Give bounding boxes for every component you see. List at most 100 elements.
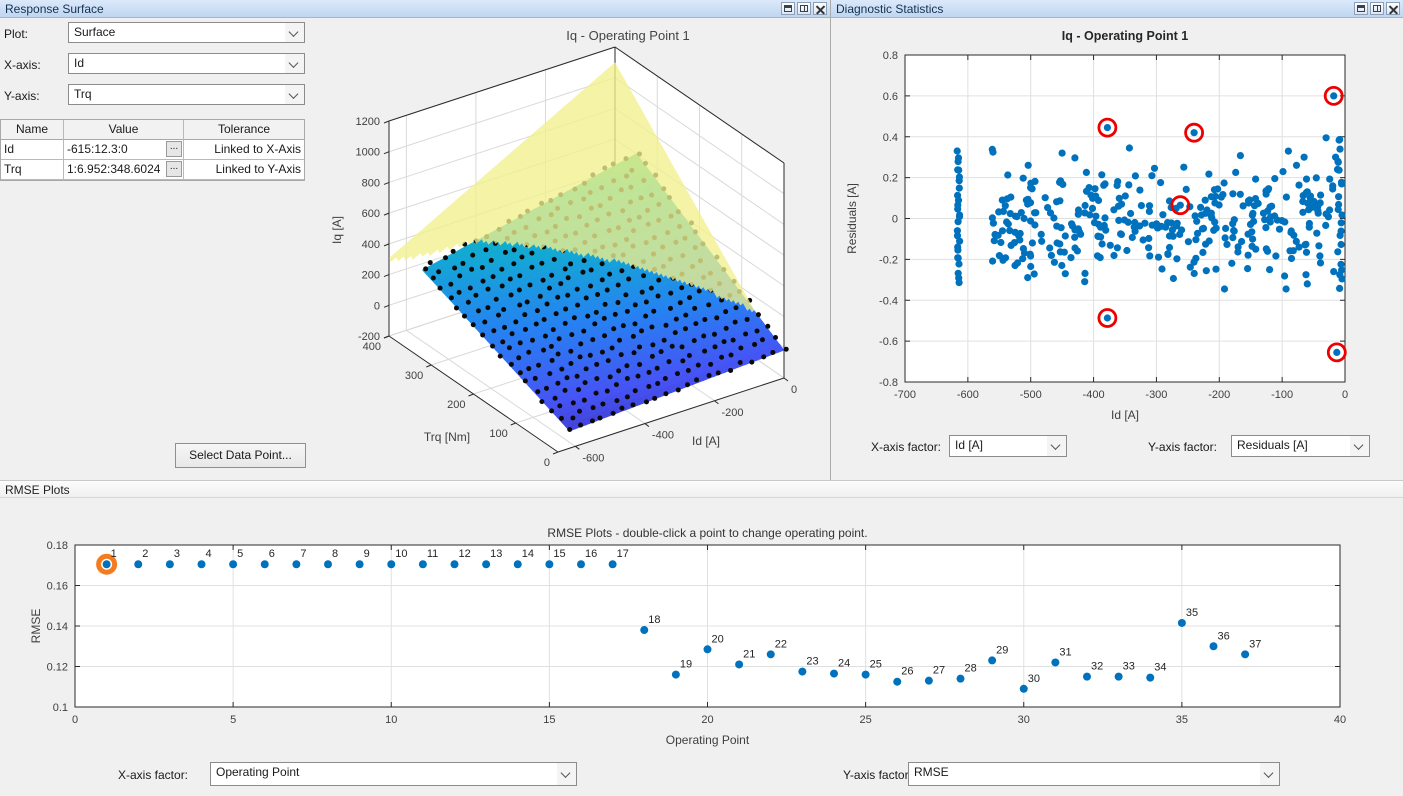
plot-label: Plot: bbox=[4, 27, 29, 41]
select-data-point-button[interactable]: Select Data Point... bbox=[175, 443, 306, 468]
svg-text:20: 20 bbox=[701, 714, 713, 726]
svg-text:200: 200 bbox=[362, 270, 380, 282]
svg-text:15: 15 bbox=[543, 714, 555, 726]
svg-text:34: 34 bbox=[1154, 662, 1166, 674]
plot-select[interactable]: Surface bbox=[68, 22, 305, 43]
response-surface-window-icons bbox=[781, 2, 827, 15]
rmse-x-factor-value: Operating Point bbox=[216, 765, 300, 779]
svg-text:11: 11 bbox=[427, 548, 438, 560]
svg-text:2: 2 bbox=[142, 548, 148, 560]
svg-text:1200: 1200 bbox=[356, 116, 380, 128]
svg-text:RMSE: RMSE bbox=[29, 609, 43, 644]
response-surface-panel-header[interactable]: Response Surface bbox=[0, 0, 830, 18]
svg-text:-0.4: -0.4 bbox=[879, 295, 898, 307]
svg-text:400: 400 bbox=[362, 239, 380, 251]
svg-text:-300: -300 bbox=[1145, 389, 1167, 401]
rmse-x-factor-label: X-axis factor: bbox=[118, 768, 189, 782]
edit-value-button[interactable]: ... bbox=[166, 161, 182, 177]
svg-text:26: 26 bbox=[901, 666, 913, 678]
svg-text:-600: -600 bbox=[957, 389, 979, 401]
diagnostics-panel-title: Diagnostic Statistics bbox=[836, 2, 944, 16]
svg-text:13: 13 bbox=[490, 548, 502, 560]
chevron-down-icon bbox=[1263, 767, 1274, 778]
y-axis-select-value: Trq bbox=[74, 87, 92, 101]
svg-text:-700: -700 bbox=[894, 389, 916, 401]
rmse-scatter-plot[interactable]: 0 5 10 15 20 25 30 35 400.10.120.140.160.18RMSE … bbox=[0, 499, 1403, 757]
svg-text:0: 0 bbox=[72, 714, 78, 726]
rmse-x-factor-select[interactable]: Operating Point bbox=[210, 762, 577, 786]
svg-text:23: 23 bbox=[806, 656, 818, 668]
factor-value-cell[interactable]: -615:12.3:0 ... bbox=[64, 140, 184, 160]
svg-text:19: 19 bbox=[680, 659, 692, 671]
response-surface-3d-plot[interactable]: -200 0 200 400 600 800 1000 1200 0 100 200 300 400 -6… bbox=[308, 18, 829, 480]
svg-text:Id [A]: Id [A] bbox=[692, 434, 720, 448]
svg-text:25: 25 bbox=[860, 714, 872, 726]
svg-text:-0.2: -0.2 bbox=[879, 254, 898, 266]
svg-text:15: 15 bbox=[553, 548, 565, 560]
x-axis-label: X-axis: bbox=[4, 58, 41, 72]
svg-text:1: 1 bbox=[111, 548, 117, 560]
diagnostics-panel-header[interactable]: Diagnostic Statistics bbox=[831, 0, 1403, 18]
svg-text:800: 800 bbox=[362, 177, 380, 189]
x-axis-select-value: Id bbox=[74, 56, 85, 70]
diag-x-factor-select[interactable]: Id [A] bbox=[949, 435, 1067, 457]
col-header-tolerance: Tolerance bbox=[184, 120, 304, 140]
svg-text:33: 33 bbox=[1123, 661, 1135, 673]
factor-name-cell: Trq bbox=[1, 160, 64, 180]
svg-text:25: 25 bbox=[870, 659, 882, 671]
maximize-icon[interactable] bbox=[797, 2, 811, 15]
svg-text:300: 300 bbox=[405, 370, 423, 382]
panel-divider-vertical[interactable] bbox=[830, 0, 831, 480]
close-icon[interactable] bbox=[1386, 2, 1400, 15]
svg-text:35: 35 bbox=[1176, 714, 1188, 726]
y-axis-select[interactable]: Trq bbox=[68, 84, 305, 105]
dock-icon[interactable] bbox=[1354, 2, 1368, 15]
svg-text:Residuals [A]: Residuals [A] bbox=[845, 183, 859, 254]
chevron-down-icon bbox=[288, 57, 299, 68]
chevron-down-icon bbox=[288, 26, 299, 37]
svg-text:-500: -500 bbox=[1020, 389, 1042, 401]
edit-value-button[interactable]: ... bbox=[166, 141, 182, 157]
diag-y-factor-label: Y-axis factor: bbox=[1148, 440, 1217, 454]
chevron-down-icon bbox=[1353, 440, 1364, 450]
svg-text:30: 30 bbox=[1018, 714, 1030, 726]
y-axis-label: Y-axis: bbox=[4, 89, 40, 103]
svg-text:0.4: 0.4 bbox=[883, 132, 898, 144]
svg-text:0.8: 0.8 bbox=[883, 50, 898, 62]
svg-text:0: 0 bbox=[544, 457, 550, 469]
col-header-value: Value bbox=[64, 120, 184, 140]
dock-icon[interactable] bbox=[781, 2, 795, 15]
rmse-panel-header[interactable]: RMSE Plots bbox=[0, 480, 1403, 498]
diag-x-factor-value: Id [A] bbox=[955, 438, 984, 452]
diagnostics-window-icons bbox=[1354, 2, 1400, 15]
factor-value-text: -615:12.3:0 bbox=[67, 142, 128, 156]
rmse-y-factor-select[interactable]: RMSE bbox=[908, 762, 1280, 786]
diag-y-factor-select[interactable]: Residuals [A] bbox=[1231, 435, 1370, 457]
svg-text:40: 40 bbox=[1334, 714, 1346, 726]
residuals-scatter-plot[interactable]: -700 -600 -500 -400 -300 -200 -100 0 -0.8 -0.6 -0.… bbox=[831, 18, 1403, 428]
svg-text:10: 10 bbox=[385, 714, 397, 726]
svg-text:32: 32 bbox=[1091, 661, 1103, 673]
svg-text:3: 3 bbox=[174, 548, 180, 560]
svg-text:4: 4 bbox=[206, 548, 212, 560]
factor-value-cell[interactable]: 1:6.952:348.6024 ... bbox=[64, 160, 184, 180]
response-surface-panel-title: Response Surface bbox=[5, 2, 104, 16]
svg-text:16: 16 bbox=[585, 548, 597, 560]
svg-text:200: 200 bbox=[447, 399, 465, 411]
maximize-icon[interactable] bbox=[1370, 2, 1384, 15]
factor-value-text: 1:6.952:348.6024 bbox=[67, 162, 161, 176]
close-icon[interactable] bbox=[813, 2, 827, 15]
svg-text:1000: 1000 bbox=[356, 147, 380, 159]
svg-text:8: 8 bbox=[332, 548, 338, 560]
svg-text:0.18: 0.18 bbox=[47, 540, 68, 552]
factor-table: Name Value Tolerance Id -615:12.3:0 ... … bbox=[0, 119, 305, 181]
svg-text:0.16: 0.16 bbox=[47, 581, 68, 593]
rmse-y-factor-value: RMSE bbox=[914, 765, 949, 779]
factor-name-cell: Id bbox=[1, 140, 64, 160]
svg-text:0.14: 0.14 bbox=[47, 621, 68, 633]
svg-text:0: 0 bbox=[374, 300, 380, 312]
x-axis-select[interactable]: Id bbox=[68, 53, 305, 74]
svg-text:5: 5 bbox=[237, 548, 243, 560]
svg-text:Id [A]: Id [A] bbox=[1111, 408, 1139, 422]
svg-text:18: 18 bbox=[648, 614, 660, 626]
